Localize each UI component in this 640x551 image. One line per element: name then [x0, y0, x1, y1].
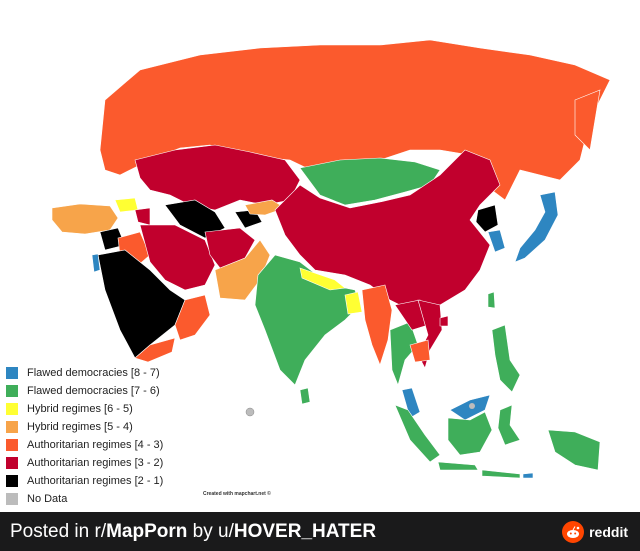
- region-oman: [174, 294, 211, 341]
- region-sulawesi: [497, 404, 521, 446]
- region-lesser-sunda: [481, 469, 521, 479]
- reddit-alien-icon: [562, 520, 585, 543]
- region-kyrgyzstan: [244, 199, 286, 216]
- legend-swatch: [6, 385, 18, 397]
- by-text: by u/: [187, 520, 234, 542]
- region-south-korea: [487, 229, 506, 253]
- region-java: [437, 461, 479, 471]
- posted-in-text: Posted in r/: [10, 520, 107, 542]
- legend-label: Flawed democracies [7 - 6): [27, 385, 160, 397]
- region-borneo: [447, 411, 493, 456]
- legend: Flawed democracies [8 - 7) Flawed democra…: [6, 364, 206, 508]
- region-china: [274, 149, 501, 311]
- region-myanmar: [361, 284, 393, 366]
- legend-item: Authoritarian regimes [4 - 3): [6, 436, 206, 454]
- region-yemen: [134, 337, 176, 363]
- region-sumatra: [394, 404, 441, 463]
- legend-item: Authoritarian regimes [3 - 2): [6, 454, 206, 472]
- legend-swatch: [6, 457, 18, 469]
- region-turkmenistan: [164, 199, 226, 239]
- region-north-korea: [475, 204, 499, 233]
- mapchart-credit: Created with mapchart.net ©: [203, 491, 271, 497]
- region-malaysia: [401, 387, 421, 419]
- region-nepal: [299, 267, 346, 291]
- region-japan: [514, 191, 559, 263]
- legend-label: Hybrid regimes [5 - 4): [27, 421, 133, 433]
- reddit-brand[interactable]: reddit: [562, 520, 640, 543]
- legend-swatch: [6, 493, 18, 505]
- legend-item: Flawed democracies [7 - 6): [6, 382, 206, 400]
- region-georgia: [114, 197, 139, 213]
- post-attribution: Posted in r/MapPorn by u/HOVER_HATER: [0, 521, 376, 543]
- username-link[interactable]: HOVER_HATER: [233, 520, 377, 542]
- legend-item: Hybrid regimes [5 - 4): [6, 418, 206, 436]
- reddit-wordmark: reddit: [589, 523, 628, 540]
- region-turkey: [51, 203, 119, 235]
- region-azerbaijan: [134, 207, 151, 226]
- legend-item: Hybrid regimes [6 - 5): [6, 400, 206, 418]
- legend-item: Flawed democracies [8 - 7): [6, 364, 206, 382]
- region-brunei: [469, 403, 475, 409]
- legend-label: Flawed democracies [8 - 7): [27, 367, 160, 379]
- legend-swatch: [6, 439, 18, 451]
- region-cambodia: [409, 339, 431, 363]
- region-timor-leste: [522, 472, 534, 479]
- legend-item: Authoritarian regimes [2 - 1): [6, 472, 206, 490]
- region-bangladesh: [344, 291, 363, 315]
- legend-label: Authoritarian regimes [4 - 3): [27, 439, 164, 451]
- legend-label: Hybrid regimes [6 - 5): [27, 403, 133, 415]
- region-philippines: [491, 324, 521, 393]
- region-iran: [139, 224, 216, 291]
- asia-democracy-map: [51, 39, 611, 479]
- region-israel: [91, 253, 101, 273]
- legend-label: Authoritarian regimes [3 - 2): [27, 457, 164, 469]
- subreddit-link[interactable]: MapPorn: [106, 520, 188, 542]
- region-hainan: [439, 315, 449, 327]
- region-taiwan: [487, 291, 496, 309]
- legend-item: No Data: [6, 490, 206, 508]
- legend-swatch: [6, 403, 18, 415]
- legend-label: No Data: [27, 493, 68, 505]
- legend-swatch: [6, 367, 18, 379]
- region-new-guinea: [547, 429, 601, 471]
- map-area: Flawed democracies [8 - 7) Flawed democra…: [6, 39, 611, 508]
- region-maldives: [245, 407, 255, 417]
- region-sri-lanka: [299, 387, 311, 405]
- legend-label: Authoritarian regimes [2 - 1): [27, 475, 164, 487]
- reddit-footer-bar: Posted in r/MapPorn by u/HOVER_HATER red…: [0, 512, 640, 551]
- region-kamchatka: [574, 89, 601, 151]
- legend-swatch: [6, 475, 18, 487]
- legend-swatch: [6, 421, 18, 433]
